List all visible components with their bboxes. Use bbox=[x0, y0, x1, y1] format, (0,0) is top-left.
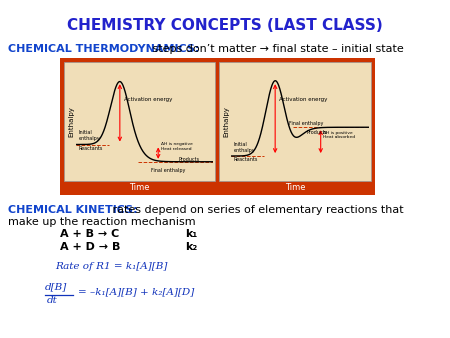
Text: Activation energy: Activation energy bbox=[279, 97, 328, 102]
Text: CHEMICAL KINETICS:: CHEMICAL KINETICS: bbox=[8, 205, 138, 215]
Text: Products: Products bbox=[307, 130, 328, 135]
Text: ΔH is negative
Heat released: ΔH is negative Heat released bbox=[161, 142, 193, 151]
Text: Time: Time bbox=[285, 184, 305, 193]
Text: Reactants: Reactants bbox=[79, 146, 103, 151]
Bar bbox=[219, 62, 371, 181]
Text: d[B]: d[B] bbox=[45, 282, 67, 291]
Text: Initial
enthalpy: Initial enthalpy bbox=[234, 142, 256, 152]
Text: Enthalpy: Enthalpy bbox=[68, 106, 74, 137]
Text: make up the reaction mechanism: make up the reaction mechanism bbox=[8, 217, 196, 227]
Text: Final enthalpy: Final enthalpy bbox=[289, 121, 324, 126]
Text: Activation energy: Activation energy bbox=[124, 97, 172, 102]
Text: CHEMICAL THERMODYNAMICS:: CHEMICAL THERMODYNAMICS: bbox=[8, 44, 199, 54]
Text: Products: Products bbox=[179, 156, 200, 162]
Text: Rate of R1 = k₁[A][B]: Rate of R1 = k₁[A][B] bbox=[55, 262, 167, 271]
Text: Final enthalpy: Final enthalpy bbox=[151, 168, 186, 173]
Text: ΔH is positive
Heat absorbed: ΔH is positive Heat absorbed bbox=[324, 130, 356, 139]
Text: = –k₁[A][B] + k₂[A][D]: = –k₁[A][B] + k₂[A][D] bbox=[78, 287, 194, 296]
Text: CHEMISTRY CONCEPTS (LAST CLASS): CHEMISTRY CONCEPTS (LAST CLASS) bbox=[67, 18, 383, 33]
Bar bbox=[64, 62, 215, 181]
Text: steps don’t matter → final state – initial state: steps don’t matter → final state – initi… bbox=[149, 44, 404, 54]
Text: Initial
enthalpy: Initial enthalpy bbox=[79, 130, 100, 141]
Text: Time: Time bbox=[129, 184, 150, 193]
Text: rates depend on series of elementary reactions that: rates depend on series of elementary rea… bbox=[109, 205, 404, 215]
Text: k₁: k₁ bbox=[185, 229, 197, 239]
Text: A + B → C: A + B → C bbox=[60, 229, 119, 239]
Text: dt: dt bbox=[47, 296, 58, 305]
Text: Reactants: Reactants bbox=[234, 157, 258, 162]
Text: Enthalpy: Enthalpy bbox=[223, 106, 229, 137]
Text: k₂: k₂ bbox=[185, 242, 197, 252]
Text: A + D → B: A + D → B bbox=[60, 242, 121, 252]
Bar bbox=[60, 58, 375, 195]
